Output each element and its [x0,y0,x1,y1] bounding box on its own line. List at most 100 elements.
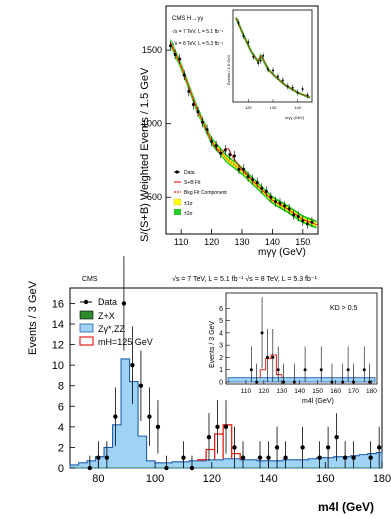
inset-data-point [282,380,286,384]
inset-x-tick-label: 140 [294,105,301,110]
inset-data-point [252,56,255,58]
fourlepton-inset-x-axis: 110 120 130 140 150 160 170 180 [241,380,377,395]
diphoton-y-axis: 500 1000 1500 [142,45,171,202]
fourlepton-inset-y-label: Events / 3 GeV [209,321,216,368]
diphoton-data-points [169,40,314,229]
legend-data-marker [175,170,179,174]
diphoton-chart: 110 120 130 140 150 500 1000 1500 CMS H→γγ √s … [139,5,319,258]
inset-x-tick-label: 130 [276,388,287,395]
legend4l-data-marker [83,299,89,305]
inset-x-tick-label: 110 [241,388,252,395]
fourlepton-x-axis: 80 100 120 140 160 180 [92,462,391,485]
data-point [273,200,277,204]
inset-data-point [296,91,299,94]
inset-y-tick-label: 0 [219,380,223,387]
inset-data-point [319,368,323,372]
data-point [173,53,177,57]
data-point [278,201,282,205]
inset-data-point [341,380,345,384]
data-point [351,455,356,460]
legend-2sigma-label: ±2σ [184,211,194,217]
diphoton-inset-y-label: Events / 1.5 GeV [226,54,231,85]
legend4l-data-label: Data [98,297,117,307]
inset-data-point [249,368,253,372]
y-tick-label: 6 [58,401,64,413]
legend-bkg-fit-label: Bkg Fit Component [184,190,227,196]
data-point [196,110,200,114]
x-tick-label: 160 [316,473,334,485]
fourlepton-inset: 110 120 130 140 150 160 170 180 0 1 2 3 4 5 6 KD > 0.… [209,292,378,405]
x-tick-label: 150 [295,237,310,247]
inset-data-point [262,54,265,57]
inset-x-tick-label: 150 [312,388,323,395]
legend-data-label: Data [184,170,195,176]
data-point [283,204,287,208]
diphoton-inset-fit [234,17,311,99]
data-point [264,189,268,193]
data-point [260,186,264,190]
inset-x-tick-label: 160 [330,388,341,395]
inset-x-tick-label: 170 [348,388,359,395]
data-point [274,445,280,450]
data-point [169,44,173,48]
inset-data-point [260,331,264,335]
legend-sb-fit-label: S+B Fit [184,180,201,186]
data-point [181,455,186,460]
data-point [189,465,195,471]
data-point [246,175,250,179]
data-point [191,103,195,107]
inset-y-tick-label: 3 [219,343,223,350]
x-tick-label: 120 [203,473,221,485]
fourlepton-data-points [87,256,382,471]
data-point [310,220,314,224]
y-tick-label: 14 [52,319,64,331]
inset-data-point [255,380,259,384]
inset-data-point [257,62,260,65]
data-point [228,153,232,157]
x-tick-label: 110 [174,237,188,247]
data-point [214,144,218,148]
data-point [305,222,309,226]
data-point [210,139,214,143]
data-point [317,455,322,460]
fourlepton-experiment-label: CMS [82,276,98,283]
data-point [376,445,382,450]
y-tick-label: 4 [58,422,64,434]
y-tick-label: 1000 [142,119,162,129]
data-point [334,434,339,440]
y-tick-label: 12 [52,340,64,352]
legend4l-signal-swatch [79,336,94,346]
inset-sb-fit-line [235,17,311,98]
data-point [237,167,241,171]
inset-data-point [301,87,304,90]
inset-x-tick-label: 120 [258,388,269,395]
legend-1sigma-label: ±1σ [184,201,194,207]
data-point [242,167,246,171]
inset-data-point [286,85,289,88]
data-point [130,362,135,368]
legend-1sigma-swatch [173,198,182,206]
inset-data-point [303,368,307,372]
diphoton-fit-lines [170,42,319,226]
data-point [96,455,101,460]
inset-y-tick-label: 6 [219,306,223,313]
legend4l-zx-label: Z+X [98,311,115,321]
data-point [215,424,220,430]
diphoton-inset-data [237,19,309,99]
data-point [164,465,169,471]
diphoton-experiment-label: CMS H→γγ [172,16,203,22]
fourlepton-inset-histograms [227,354,376,383]
legend4l-zz-swatch [79,323,94,333]
sb-fit-line [170,42,319,226]
data-point [342,455,348,460]
data-point [205,128,209,132]
inset-data-point [306,94,309,97]
data-point [155,424,161,430]
data-point [87,465,93,471]
inset-data-point [237,21,240,24]
inset-data-point [276,368,280,372]
data-point [240,455,246,460]
inset-y-tick-label: 4 [219,330,223,337]
legend4l-zx-swatch [79,310,94,320]
